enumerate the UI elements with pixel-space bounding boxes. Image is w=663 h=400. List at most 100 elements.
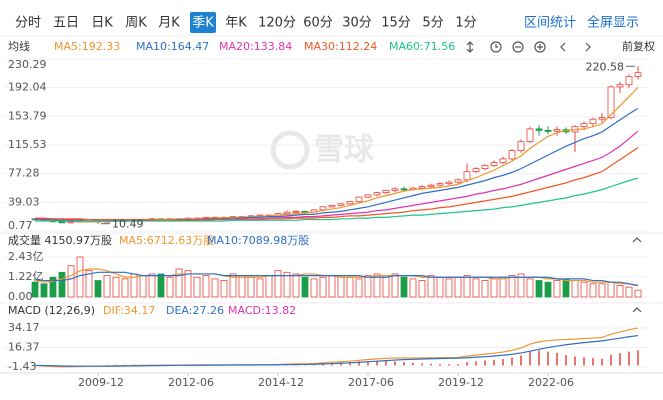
tab[interactable]: 年K bbox=[225, 16, 247, 31]
legend-entry: MA60:71.56 bbox=[389, 40, 455, 53]
volume-bar bbox=[112, 276, 120, 298]
volume-bar bbox=[166, 276, 174, 298]
volume-bar bbox=[634, 289, 642, 298]
header-link[interactable]: 区间统计 bbox=[524, 16, 576, 31]
volume-bar bbox=[508, 275, 516, 298]
candle-body bbox=[544, 130, 552, 132]
macd-bar bbox=[520, 355, 522, 366]
indicator-line bbox=[35, 130, 639, 221]
volume-bar bbox=[517, 273, 525, 298]
tab[interactable]: 15分 bbox=[381, 16, 411, 31]
candle-body bbox=[508, 150, 516, 160]
y-tick-label: 230.29 bbox=[8, 58, 47, 71]
candle-body bbox=[418, 186, 426, 189]
macd-bar bbox=[367, 361, 369, 366]
candle-body bbox=[328, 204, 336, 208]
low-label: 10.49 bbox=[112, 218, 144, 231]
candle-body bbox=[580, 123, 588, 128]
macd-bar bbox=[430, 363, 432, 366]
candle-body bbox=[391, 188, 399, 191]
volume-bar bbox=[274, 270, 282, 298]
macd-bar bbox=[601, 358, 603, 366]
icon-zoom-in[interactable] bbox=[534, 41, 546, 53]
macd-bar bbox=[466, 362, 468, 366]
ma-label: 均线 bbox=[8, 39, 30, 53]
toolbar-icons[interactable] bbox=[466, 41, 591, 53]
volume-bar bbox=[427, 275, 435, 298]
macd-bar bbox=[421, 363, 423, 366]
watermark-text: 雪球 bbox=[314, 133, 375, 168]
volume-bar bbox=[490, 278, 498, 298]
tab[interactable]: 30分 bbox=[342, 16, 372, 31]
collapse-volume[interactable] bbox=[632, 237, 642, 243]
volume-bar bbox=[589, 283, 597, 298]
volume-bar bbox=[85, 270, 93, 298]
tab[interactable]: 五日 bbox=[53, 16, 79, 31]
tab[interactable]: 周K bbox=[125, 16, 147, 31]
macd-bar bbox=[592, 357, 594, 366]
icon-left[interactable] bbox=[560, 42, 566, 52]
macd-bar bbox=[502, 359, 504, 366]
indicator-line bbox=[35, 177, 639, 222]
adjust-toggle[interactable]: 前复权 bbox=[622, 39, 655, 53]
watermark: 雪球 bbox=[270, 130, 375, 170]
volume-bar bbox=[256, 278, 264, 298]
candle-body bbox=[454, 179, 462, 183]
volume-bar bbox=[148, 273, 156, 298]
icon-right[interactable] bbox=[585, 42, 591, 52]
y-tick-label: 16.37 bbox=[8, 341, 40, 354]
icon-resize[interactable] bbox=[466, 41, 474, 53]
volume-bar bbox=[238, 275, 246, 298]
candle-body bbox=[481, 165, 489, 170]
tab[interactable]: 1分 bbox=[455, 16, 476, 31]
volume-bar bbox=[184, 270, 192, 298]
tab[interactable]: 分时 bbox=[15, 16, 41, 31]
tab[interactable]: 月K bbox=[158, 16, 180, 31]
volume-bar bbox=[94, 280, 102, 298]
legend-entry: MACD:13.82 bbox=[228, 304, 296, 317]
volume-bar bbox=[157, 273, 165, 298]
macd-bar bbox=[511, 357, 513, 366]
candle-body bbox=[445, 181, 453, 185]
header-link[interactable]: 全屏显示 bbox=[587, 15, 639, 31]
macd-bar bbox=[385, 360, 387, 366]
candle-body bbox=[67, 221, 75, 224]
volume-bar bbox=[616, 285, 624, 298]
volume-bar bbox=[310, 278, 318, 298]
y-tick-label: 115.53 bbox=[8, 138, 47, 151]
candle-body bbox=[382, 189, 390, 194]
volume-bar bbox=[283, 271, 291, 298]
panel-title: 成交量 4150.97万股 bbox=[8, 233, 112, 247]
macd-bar bbox=[583, 357, 585, 366]
candle-body bbox=[553, 129, 561, 132]
legend-entry: DEA:27.26 bbox=[166, 304, 224, 317]
icon-zoom-out[interactable] bbox=[512, 41, 524, 53]
tab[interactable]: 季K bbox=[192, 16, 214, 31]
collapse-macd[interactable] bbox=[632, 307, 642, 313]
tab[interactable]: 日K bbox=[91, 16, 113, 31]
tab[interactable]: 5分 bbox=[422, 16, 443, 31]
volume-bar bbox=[103, 275, 111, 298]
candle-body bbox=[364, 194, 372, 198]
active-tab-bg bbox=[190, 12, 216, 33]
volume-bar bbox=[328, 275, 336, 298]
volume-bar bbox=[463, 275, 471, 298]
volume-bar bbox=[202, 275, 210, 298]
candle-body bbox=[517, 141, 525, 152]
volume-bar bbox=[607, 281, 615, 298]
candle-body bbox=[463, 171, 471, 181]
y-tick-label: 192.04 bbox=[8, 81, 47, 94]
volume-bar bbox=[454, 276, 462, 298]
volume-bar bbox=[319, 276, 327, 298]
volume-bar bbox=[40, 283, 48, 298]
tab[interactable]: 120分 bbox=[258, 16, 296, 31]
volume-bar bbox=[580, 281, 588, 298]
macd-bar bbox=[376, 360, 378, 366]
icon-reset[interactable] bbox=[490, 41, 502, 53]
volume-bar bbox=[418, 280, 426, 298]
indicator-line bbox=[35, 146, 639, 221]
volume-bar bbox=[121, 278, 129, 298]
tab[interactable]: 60分 bbox=[303, 16, 333, 31]
y-tick-label: 0.00 bbox=[8, 290, 33, 303]
candle-body bbox=[373, 192, 381, 196]
